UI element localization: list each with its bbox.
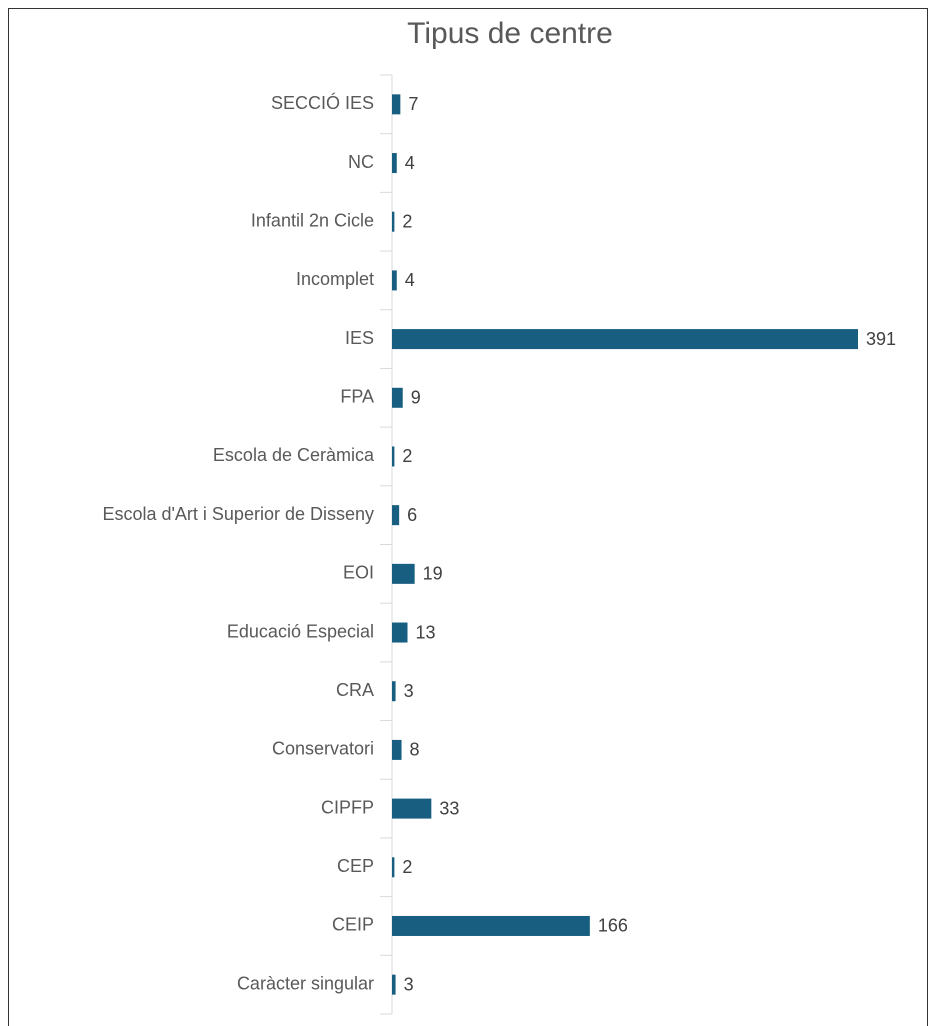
y-tick-label: Escola d'Art i Superior de Disseny bbox=[102, 504, 374, 524]
y-tick-label: Caràcter singular bbox=[237, 973, 374, 993]
data-label: 19 bbox=[423, 564, 443, 584]
data-label: 391 bbox=[866, 329, 896, 349]
bar bbox=[392, 974, 396, 995]
data-label: 9 bbox=[411, 388, 421, 408]
bar bbox=[392, 739, 402, 760]
frame bbox=[8, 8, 928, 1026]
bar bbox=[392, 857, 395, 878]
y-tick-label: CRA bbox=[336, 680, 374, 700]
y-tick-label: Infantil 2n Cicle bbox=[251, 210, 374, 230]
data-label: 2 bbox=[402, 857, 412, 877]
y-tick-label: EOI bbox=[343, 563, 374, 583]
data-label: 2 bbox=[402, 446, 412, 466]
bar bbox=[392, 446, 395, 467]
y-tick-label: Educació Especial bbox=[227, 621, 374, 641]
data-label: 3 bbox=[404, 681, 414, 701]
bar bbox=[392, 387, 403, 408]
bar bbox=[392, 798, 432, 819]
data-label: 13 bbox=[415, 622, 435, 642]
bar bbox=[392, 270, 397, 291]
y-tick-label: CIPFP bbox=[321, 797, 374, 817]
data-label: 4 bbox=[405, 270, 415, 290]
data-label: 4 bbox=[405, 153, 415, 173]
y-tick-label: Incomplet bbox=[296, 269, 374, 289]
y-tick-label: IES bbox=[345, 328, 374, 348]
data-label: 3 bbox=[404, 974, 414, 994]
data-label: 166 bbox=[598, 916, 628, 936]
bar bbox=[392, 681, 396, 702]
bar bbox=[392, 622, 408, 643]
y-tick-label: NC bbox=[348, 152, 374, 172]
data-label: 33 bbox=[439, 798, 459, 818]
y-tick-label: CEP bbox=[337, 856, 374, 876]
y-tick-label: FPA bbox=[340, 387, 374, 407]
y-tick-label: Conservatori bbox=[272, 739, 374, 759]
data-label: 6 bbox=[407, 505, 417, 525]
data-label: 8 bbox=[410, 740, 420, 760]
bar bbox=[392, 329, 858, 350]
bar bbox=[392, 153, 397, 174]
bar bbox=[392, 211, 395, 232]
bar bbox=[392, 505, 400, 526]
y-tick-label: CEIP bbox=[332, 915, 374, 935]
y-tick-label: SECCIÓ IES bbox=[271, 92, 374, 113]
chart-title: Tipus de centre bbox=[407, 17, 613, 50]
data-label: 2 bbox=[402, 211, 412, 231]
y-tick-label: Escola de Ceràmica bbox=[213, 445, 375, 465]
bar bbox=[392, 915, 590, 936]
data-label: 7 bbox=[408, 94, 418, 114]
bar bbox=[392, 563, 415, 584]
bar bbox=[392, 94, 401, 115]
